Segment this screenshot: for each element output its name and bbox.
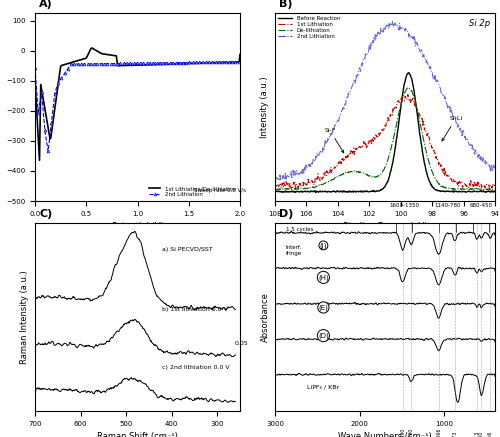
Legend: 1st Lithiation/De-lithiation, 2nd Lithiation: 1st Lithiation/De-lithiation, 2nd Lithia… (148, 185, 237, 198)
Text: (D): (D) (318, 333, 329, 339)
Text: a) Si PECVD/SST: a) Si PECVD/SST (162, 247, 212, 252)
Y-axis label: Raman Intensity (a.u.): Raman Intensity (a.u.) (20, 270, 30, 364)
Text: 1390: 1390 (408, 427, 414, 437)
2nd Lithiation (176, 60, 182, 65)
Y-axis label: Absorbance: Absorbance (260, 292, 270, 342)
Y-axis label: Intensity (a.u.): Intensity (a.u.) (260, 76, 270, 138)
2nd Lithiation (91, 61, 97, 66)
Line: 2nd Lithiation: 2nd Lithiation (34, 60, 240, 153)
Text: 0.05: 0.05 (235, 341, 248, 346)
1st Lithiation/De-lithiation (237, 52, 243, 57)
1st Lithiation/De-lithiation (201, 61, 207, 66)
1st Lithiation/De-lithiation (88, 45, 94, 51)
Text: b) 1st lithiation 0.0 V: b) 1st lithiation 0.0 V (162, 307, 228, 312)
2nd Lithiation (137, 61, 143, 66)
Text: C): C) (39, 209, 52, 219)
Text: 1600-1350: 1600-1350 (389, 203, 419, 208)
Text: (E): (E) (318, 304, 328, 311)
X-axis label: Binding Energy (eV): Binding Energy (eV) (343, 222, 427, 231)
X-axis label: Potential (V): Potential (V) (112, 222, 164, 231)
Text: 560: 560 (479, 430, 484, 437)
Text: A): A) (39, 0, 53, 9)
Line: 1st Lithiation/De-lithiation: 1st Lithiation/De-lithiation (35, 48, 240, 160)
Text: 873: 873 (452, 430, 458, 437)
Text: Si-Li: Si-Li (442, 116, 462, 141)
Text: LiPF₆ / KBr: LiPF₆ / KBr (308, 384, 340, 389)
Text: (J): (J) (320, 242, 327, 249)
Text: Interf.
fringe: Interf. fringe (286, 246, 302, 256)
Text: B): B) (280, 0, 293, 9)
1st Lithiation/De-lithiation (155, 62, 161, 67)
Text: c) 2nd lithiation 0.0 V: c) 2nd lithiation 0.0 V (162, 365, 230, 371)
2nd Lithiation (236, 59, 242, 64)
Text: 680-450: 680-450 (470, 203, 492, 208)
2nd Lithiation (32, 66, 38, 71)
Text: 1066: 1066 (436, 427, 441, 437)
Text: 1140-780: 1140-780 (434, 203, 461, 208)
2nd Lithiation (130, 61, 136, 66)
Text: 1490: 1490 (400, 427, 406, 437)
X-axis label: Wave Numbers (cm⁻¹): Wave Numbers (cm⁻¹) (338, 432, 432, 437)
Text: 1.5 cycles: 1.5 cycles (286, 227, 314, 232)
Text: Si 2p: Si 2p (470, 19, 490, 28)
Text: (H): (H) (318, 274, 329, 281)
2nd Lithiation (232, 59, 238, 64)
1st Lithiation/De-lithiation (32, 70, 38, 76)
1st Lithiation/De-lithiation (130, 62, 136, 68)
1st Lithiation/De-lithiation (132, 62, 138, 68)
1st Lithiation/De-lithiation (36, 158, 43, 163)
2nd Lithiation (98, 61, 103, 66)
Text: 613: 613 (474, 430, 480, 437)
1st Lithiation/De-lithiation (233, 59, 239, 65)
1st Lithiation/De-lithiation (144, 62, 150, 67)
Text: D): D) (280, 209, 294, 219)
X-axis label: Raman Shift (cm⁻¹): Raman Shift (cm⁻¹) (97, 432, 178, 437)
Text: Sweep rate 0.5 V/s: Sweep rate 0.5 V/s (194, 188, 246, 193)
2nd Lithiation (45, 149, 51, 154)
Text: Si-F: Si-F (324, 128, 344, 153)
Legend: Before Reaction, 1st Lithiation, De-lithiation, 2nd Lithiation: Before Reaction, 1st Lithiation, De-lith… (278, 16, 340, 39)
Text: 456: 456 (488, 430, 493, 437)
